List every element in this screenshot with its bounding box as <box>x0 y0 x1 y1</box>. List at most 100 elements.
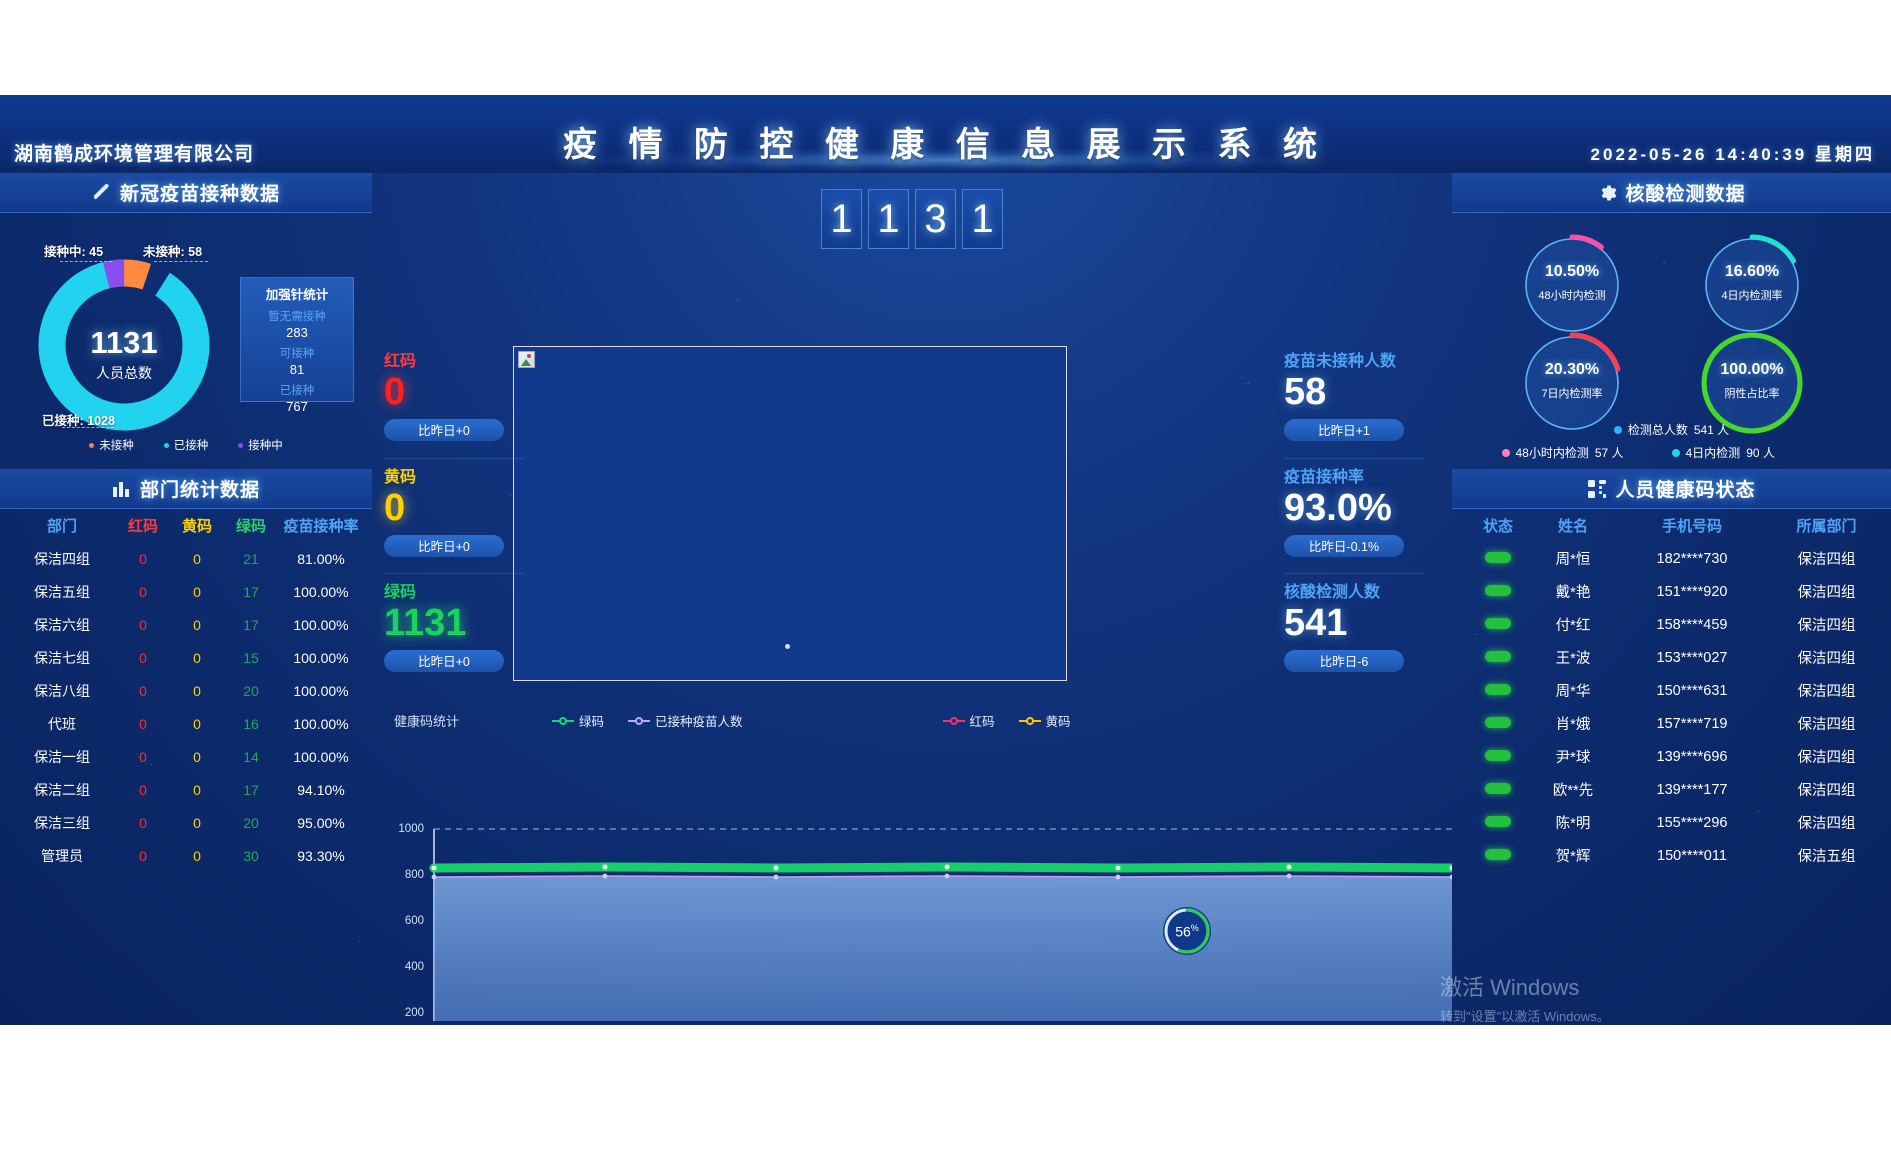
cell-dept: 保洁四组 <box>1797 750 1856 766</box>
list-item[interactable]: 周*华 150****631 保洁四组 <box>1462 674 1881 707</box>
cell-yellow: 0 <box>193 847 201 864</box>
cell-name: 欧**先 <box>1552 783 1594 799</box>
media-placeholder-box[interactable] <box>513 346 1067 681</box>
legend-item-green-code[interactable]: 绿码 <box>552 711 604 730</box>
ytick-600: 600 <box>404 915 424 927</box>
legend-item-red-code[interactable]: 红码 <box>942 711 995 730</box>
department-panel-title: 部门统计数据 <box>139 480 260 501</box>
cell-red: 0 <box>139 715 147 732</box>
list-item[interactable]: 陈*明 155****296 保洁四组 <box>1462 806 1881 839</box>
kpi-unvaccinated-count: 疫苗未接种人数 58 比昨日+1 <box>1284 343 1424 458</box>
legend-item-vaccinated[interactable]: 已接种 <box>163 437 209 453</box>
table-row[interactable]: 保洁三组 0 0 20 95.00% <box>8 806 364 839</box>
vaccine-panel-title: 新冠疫苗接种数据 <box>119 184 280 205</box>
green-status-pill <box>1485 716 1511 728</box>
nucleic-gauge-group: 10.50% 48小时内检测 16.60% 4日内检测率 20.30% 7日 <box>1452 213 1891 483</box>
legend-label-green-code: 绿码 <box>579 715 605 729</box>
table-row[interactable]: 保洁五组 0 0 17 100.00% <box>8 575 364 608</box>
cell-green: 17 <box>243 583 259 600</box>
legend-label-red-code: 红码 <box>969 715 995 729</box>
gauge-label: 4日内检测率 <box>1721 290 1783 302</box>
nucleic-panel-header: 核酸检测数据 <box>1452 173 1891 213</box>
app-header: 湖南鹤成环境管理有限公司 疫 情 防 控 健 康 信 息 展 示 系 统 202… <box>0 95 1891 173</box>
progress-unit: % <box>1190 922 1199 933</box>
cell-green: 20 <box>243 682 259 699</box>
cell-dept: 保洁四组 <box>1797 684 1856 700</box>
legend-mark-yellow-code <box>1018 716 1041 725</box>
legend-item-vaccinated-count[interactable]: 已接种疫苗人数 <box>628 711 743 730</box>
bar-chart-icon <box>112 480 132 498</box>
table-row[interactable]: 保洁二组 0 0 17 94.10% <box>8 773 364 806</box>
cell-rate: 100.00% <box>293 649 349 666</box>
table-row[interactable]: 保洁七组 0 0 15 100.00% <box>8 641 364 674</box>
cell-dept: 保洁五组 <box>1797 849 1856 865</box>
table-row[interactable]: 代班 0 0 16 100.00% <box>8 707 364 740</box>
table-row[interactable]: 保洁一组 0 0 14 100.00% <box>8 740 364 773</box>
cell-yellow: 0 <box>193 649 201 666</box>
vaccine-donut-legend: 未接种 已接种 接种中 <box>0 437 372 453</box>
list-item[interactable]: 尹*球 139****696 保洁四组 <box>1462 740 1881 773</box>
status-badge <box>1462 551 1534 567</box>
legend-label-vaccinated: 已接种 <box>173 440 209 452</box>
list-item[interactable]: 贺*辉 150****011 保洁五组 <box>1462 839 1881 872</box>
vaccine-total-label: 人员总数 <box>96 365 152 381</box>
kpi-nucleic-test-count: 核酸检测人数 541 比昨日-6 <box>1284 573 1424 688</box>
kpi-label: 绿码 <box>384 584 417 601</box>
list-item[interactable]: 周*恒 182****730 保洁四组 <box>1462 542 1881 575</box>
legend-item-total-tested[interactable]: 检测总人数 541 人 <box>1613 421 1730 438</box>
vaccine-panel-header: 新冠疫苗接种数据 <box>0 173 372 213</box>
cell-dept: 管理员 <box>41 847 83 864</box>
list-item[interactable]: 欧**先 139****177 保洁四组 <box>1462 773 1881 806</box>
cell-green: 17 <box>243 781 259 798</box>
table-row[interactable]: 保洁四组 0 0 21 81.00% <box>8 542 364 575</box>
kpi-label: 核酸检测人数 <box>1284 584 1381 601</box>
legend-label-total-tested: 检测总人数 <box>1627 423 1688 437</box>
cell-red: 0 <box>139 649 147 666</box>
cell-red: 0 <box>139 550 147 567</box>
health-code-table-header: 状态 姓名 手机号码 所属部门 <box>1462 509 1881 542</box>
kpi-delta-pill: 比昨日-0.1% <box>1284 534 1404 557</box>
col-header-status: 状态 <box>1482 518 1513 535</box>
kpi-value: 0 <box>384 487 406 529</box>
legend-item-4day[interactable]: 4日内检测 90 人 <box>1671 444 1842 461</box>
legend-dot-injecting <box>238 443 244 449</box>
ytick-1000: 1000 <box>398 823 424 835</box>
cell-name: 王*波 <box>1555 651 1591 667</box>
table-row[interactable]: 保洁六组 0 0 17 100.00% <box>8 608 364 641</box>
list-item[interactable]: 付*红 158****459 保洁四组 <box>1462 608 1881 641</box>
legend-value-total-tested: 541 人 <box>1693 423 1730 437</box>
kpi-yellow-code: 黄码 0 比昨日+0 <box>384 458 524 573</box>
gauge-ring-7day <box>1521 332 1623 434</box>
kpi-label: 疫苗接种率 <box>1284 469 1365 486</box>
health-code-panel: 人员健康码状态 状态 姓名 手机号码 所属部门 周*恒 182****730 保洁四… <box>1452 469 1891 1025</box>
legend-label-48h: 48小时内检测 <box>1515 446 1589 460</box>
cell-dept: 保洁四组 <box>1797 783 1856 799</box>
booster-value-1: 81 <box>289 362 305 377</box>
legend-value-4day: 90 人 <box>1746 446 1775 460</box>
gauge-4day-detection-rate: 16.60% 4日内检测率 <box>1700 233 1804 337</box>
table-row[interactable]: 管理员 0 0 30 93.30% <box>8 839 364 872</box>
cell-rate: 100.00% <box>293 748 349 765</box>
dashboard-root: 湖南鹤成环境管理有限公司 疫 情 防 控 健 康 信 息 展 示 系 统 202… <box>0 95 1891 1025</box>
legend-item-yellow-code[interactable]: 黄码 <box>1018 711 1071 730</box>
booster-stats-box: 加强针统计 暂无需接种 283 可接种 81 已接种 767 <box>240 277 354 414</box>
cell-phone: 150****631 <box>1656 682 1728 699</box>
list-item[interactable]: 肖*娥 157****719 保洁四组 <box>1462 707 1881 740</box>
col-header-phone: 手机号码 <box>1661 518 1722 535</box>
progress-indicator: 56% <box>1163 907 1211 955</box>
legend-item-injecting[interactable]: 接种中 <box>238 437 283 453</box>
kpi-label: 黄码 <box>384 469 417 486</box>
legend-item-unvaccinated[interactable]: 未接种 <box>89 437 134 453</box>
legend-item-48h[interactable]: 48小时内检测 57 人 <box>1501 444 1672 461</box>
kpi-delta-pill: 比昨日+0 <box>384 534 504 557</box>
cell-rate: 93.30% <box>297 847 345 864</box>
list-item[interactable]: 戴*艳 151****920 保洁四组 <box>1462 575 1881 608</box>
table-row[interactable]: 保洁八组 0 0 20 100.00% <box>8 674 364 707</box>
cell-dept: 保洁五组 <box>34 583 90 600</box>
chart-title: 健康码统计 <box>394 714 460 729</box>
booster-key-1: 可接种 <box>279 348 315 360</box>
cell-red: 0 <box>139 748 147 765</box>
list-item[interactable]: 王*波 153****027 保洁四组 <box>1462 641 1881 674</box>
company-name: 湖南鹤成环境管理有限公司 <box>14 144 255 165</box>
ytick-200: 200 <box>404 1007 424 1019</box>
